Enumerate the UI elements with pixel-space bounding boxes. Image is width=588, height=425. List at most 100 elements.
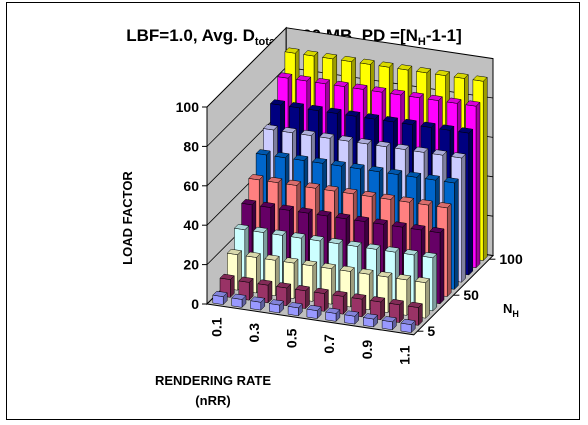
bar-top (405, 171, 422, 178)
z-tick-label: 60 (183, 178, 199, 194)
z-axis-label: LOAD FACTOR (120, 171, 135, 265)
bar-top (294, 285, 311, 292)
bar-top (293, 154, 309, 161)
y-tick-label: 5 (427, 323, 435, 339)
bar-top (314, 78, 331, 85)
bar-top (377, 271, 393, 278)
bar-top (342, 188, 358, 195)
bar-side (461, 153, 466, 283)
bar-top (226, 248, 243, 255)
bar-top (327, 238, 344, 245)
bar-top (457, 127, 474, 134)
bar-top (353, 215, 370, 222)
bar-top (417, 199, 433, 206)
z-tick-label: 100 (176, 99, 200, 115)
bar (362, 313, 379, 328)
x-axis-label-line1: RENDERING RATE (155, 373, 271, 388)
x-tick-label: 0.9 (359, 340, 375, 360)
bar-top (307, 104, 323, 111)
bar-top (278, 204, 295, 211)
bar-top (326, 107, 342, 114)
x-tick-label: 0.1 (208, 317, 224, 337)
bar-top (335, 213, 351, 220)
bar-top (330, 160, 347, 167)
bar-top (255, 149, 271, 156)
bar-top (219, 273, 235, 280)
bar-top (429, 227, 445, 234)
bar-top (316, 210, 332, 217)
bar-top (325, 307, 341, 314)
bar-top (427, 94, 443, 101)
bar-top (397, 64, 413, 71)
bar-top (352, 83, 368, 90)
bar-top (271, 229, 287, 236)
bar-top (313, 287, 329, 294)
bar-top (363, 113, 380, 120)
bar-top (337, 135, 354, 142)
bar-top (275, 282, 292, 289)
bar-top (281, 127, 297, 134)
bar-top (262, 124, 279, 131)
bar-top (321, 53, 338, 60)
bar-top (257, 279, 273, 286)
bar-top (358, 268, 374, 275)
bar-top (259, 201, 276, 208)
bar-top (288, 102, 305, 109)
bar (407, 301, 423, 327)
bar-top (414, 276, 431, 283)
bar-top (252, 226, 269, 233)
z-tick-label: 40 (183, 217, 199, 233)
bar-top (268, 299, 285, 306)
bar-top (267, 176, 283, 183)
bar-top (420, 121, 436, 128)
bar-top (400, 318, 416, 325)
bar (343, 310, 360, 325)
bar (313, 287, 329, 313)
bar-top (264, 254, 280, 261)
bar-top (391, 221, 407, 228)
bar (400, 318, 416, 334)
bar-side (432, 253, 438, 312)
bar-top (388, 299, 405, 306)
bar-top (398, 196, 415, 203)
bar-top (387, 168, 403, 175)
bar-top (369, 296, 386, 303)
bar-top (379, 193, 396, 200)
bar-side (482, 76, 488, 262)
bar-top (212, 290, 228, 297)
bar-top (378, 61, 394, 68)
bar (332, 290, 348, 315)
bar-group (212, 47, 488, 334)
bar-top (249, 296, 266, 303)
bar-top (356, 138, 373, 145)
bar-side (468, 128, 474, 276)
bar-top (290, 232, 306, 239)
bar-top (401, 118, 417, 125)
z-tick-label: 80 (183, 138, 199, 154)
bar-top (415, 67, 432, 74)
bar-top (323, 185, 339, 192)
bar-top (269, 99, 286, 106)
bar-top (361, 190, 377, 197)
bar-top (343, 310, 360, 317)
bar-top (384, 246, 400, 253)
x-axis-label-line2: (nRR) (195, 393, 230, 408)
bar-top (407, 301, 423, 308)
bar-side (446, 203, 452, 298)
bar-top (320, 262, 337, 269)
bar-top (274, 152, 290, 159)
bar-top (287, 302, 303, 309)
bar-top (365, 243, 381, 250)
bar-top (245, 251, 261, 258)
x-axis-ticks: 0.1 0.3 0.5 0.7 0.9 1.1 (208, 317, 412, 365)
bar-top (368, 166, 384, 173)
bar-top (465, 100, 481, 107)
y-axis-ticks: 5 50 100 (417, 251, 523, 339)
bar-top (395, 274, 412, 281)
bar-side (475, 101, 481, 269)
bar-top (351, 293, 367, 300)
bar-top (248, 174, 264, 181)
bar-top (340, 55, 357, 62)
bar-top (300, 129, 316, 136)
bar-top (231, 293, 247, 300)
